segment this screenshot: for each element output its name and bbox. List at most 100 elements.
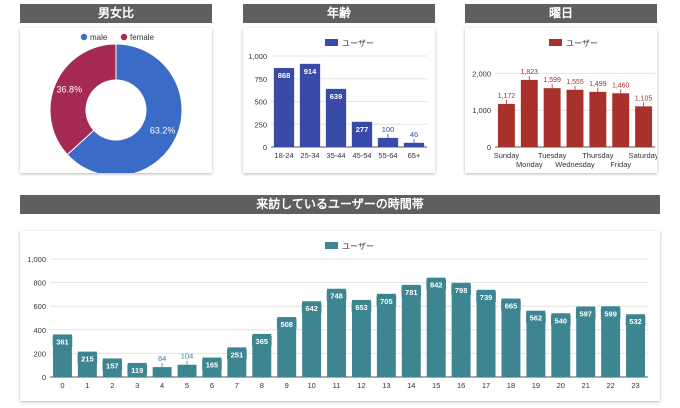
x-tick-label: 18 (507, 381, 515, 390)
y-tick-label: 0 (42, 373, 46, 382)
legend-label: ユーザー (342, 39, 374, 48)
x-tick-label: 16 (457, 381, 465, 390)
x-tick-label: 22 (606, 381, 614, 390)
hour-legend: ユーザー (325, 242, 374, 251)
gender-legend: male female (81, 33, 155, 42)
legend-label: ユーザー (566, 39, 598, 48)
data-label: 157 (106, 361, 119, 370)
donut-value-label-female: 36.8% (57, 84, 83, 94)
legend-label: ユーザー (342, 242, 374, 251)
y-tick-label: 0 (487, 143, 491, 152)
data-label: 562 (530, 314, 543, 323)
data-label: 639 (330, 92, 343, 101)
x-tick-label: 35-44 (326, 151, 345, 160)
data-label: 597 (579, 310, 592, 319)
data-label: 165 (206, 361, 219, 370)
weekday-panel-title: 曜日 (465, 4, 657, 23)
age-legend: ユーザー (325, 39, 374, 48)
legend-swatch-male (81, 34, 87, 40)
x-tick-label: 18-24 (274, 151, 293, 160)
x-tick-label: Tuesday (538, 151, 567, 160)
bar-17 (477, 290, 496, 377)
x-tick-label: 65+ (408, 151, 421, 160)
weekday-chart-card: ユーザー 0 1,000 2,000 1,172 Sunday 1,823 Monday 1,5… (465, 28, 657, 173)
x-tick-label: 5 (185, 381, 189, 390)
bar-11 (327, 289, 346, 377)
data-label: 842 (430, 281, 443, 290)
x-tick-label: 7 (235, 381, 239, 390)
bar-25-34 (300, 64, 320, 147)
y-tick-label: 1,000 (27, 255, 46, 264)
data-label: 251 (231, 350, 244, 359)
data-label: 868 (278, 71, 291, 80)
x-tick-label: 11 (333, 381, 341, 390)
x-tick-label: 3 (135, 381, 139, 390)
gender-panel-title: 男女比 (20, 4, 212, 23)
x-tick-label: 9 (285, 381, 289, 390)
hour-chart-card: ユーザー 0 200 400 600 800 1,000 361 0 215 1 157 2 119 3 84… (20, 231, 660, 401)
bar-4 (153, 367, 172, 377)
x-tick-label: 6 (210, 381, 214, 390)
y-tick-label: 1,000 (248, 52, 267, 61)
gender-donut-chart: male female 63.2% 36.8% (20, 28, 212, 173)
y-tick-label: 750 (254, 75, 267, 84)
data-label: 665 (505, 302, 518, 311)
data-label: 532 (629, 317, 642, 326)
legend-swatch (549, 39, 562, 46)
hour-bar-chart: ユーザー02004006008001,000361021511572119384… (20, 231, 660, 401)
bar-Friday (612, 93, 629, 147)
x-tick-label: 4 (160, 381, 164, 390)
data-label: 540 (555, 316, 568, 325)
x-tick-label: Thursday (582, 151, 614, 160)
y-tick-label: 400 (33, 326, 46, 335)
x-tick-label: 23 (631, 381, 639, 390)
x-tick-label: 0 (60, 381, 64, 390)
data-label: 653 (355, 303, 368, 312)
x-tick-label: Sunday (494, 151, 520, 160)
bar-Thursday (589, 92, 606, 147)
data-label: 599 (604, 309, 617, 318)
bar-13 (377, 294, 396, 377)
weekday-legend: ユーザー (549, 39, 598, 48)
bar-14 (402, 285, 421, 377)
data-label: 119 (131, 366, 143, 375)
y-tick-label: 1,000 (472, 106, 491, 115)
data-label: 277 (356, 125, 369, 134)
data-label: 104 (181, 352, 194, 361)
data-label: 365 (256, 337, 269, 346)
data-label: 46 (410, 130, 418, 139)
x-tick-label: 8 (260, 381, 264, 390)
x-tick-label: 14 (407, 381, 415, 390)
x-tick-label: 13 (382, 381, 390, 390)
data-label: 1,172 (498, 93, 516, 100)
bar-15 (427, 278, 446, 377)
y-tick-label: 0 (263, 143, 267, 152)
y-tick-label: 800 (33, 279, 46, 288)
hour-panel-title: 来訪しているユーザーの時間帯 (20, 195, 660, 214)
bar-55-64 (378, 138, 398, 147)
x-tick-label: 10 (307, 381, 315, 390)
x-tick-label: Saturday (629, 151, 657, 160)
y-tick-label: 200 (33, 349, 46, 358)
data-label: 705 (380, 297, 393, 306)
y-tick-label: 250 (254, 120, 267, 129)
donut-value-label-male: 63.2% (150, 126, 176, 136)
x-tick-label: 19 (532, 381, 540, 390)
data-label: 1,105 (635, 95, 653, 102)
x-tick-label: 2 (110, 381, 114, 390)
data-label: 748 (330, 292, 343, 301)
data-label: 1,460 (612, 82, 630, 89)
data-label: 84 (158, 354, 166, 363)
bar-16 (452, 283, 471, 377)
x-tick-label: 21 (582, 381, 590, 390)
bar-Saturday (635, 106, 652, 147)
bar-5 (178, 365, 197, 377)
data-label: 1,555 (566, 79, 584, 86)
x-tick-label: 20 (557, 381, 565, 390)
data-label: 361 (56, 337, 69, 346)
x-tick-label: 25-34 (300, 151, 319, 160)
y-tick-label: 500 (254, 98, 267, 107)
data-label: 1,599 (543, 77, 561, 84)
data-label: 1,823 (521, 69, 539, 76)
legend-label-female: female (130, 33, 155, 42)
